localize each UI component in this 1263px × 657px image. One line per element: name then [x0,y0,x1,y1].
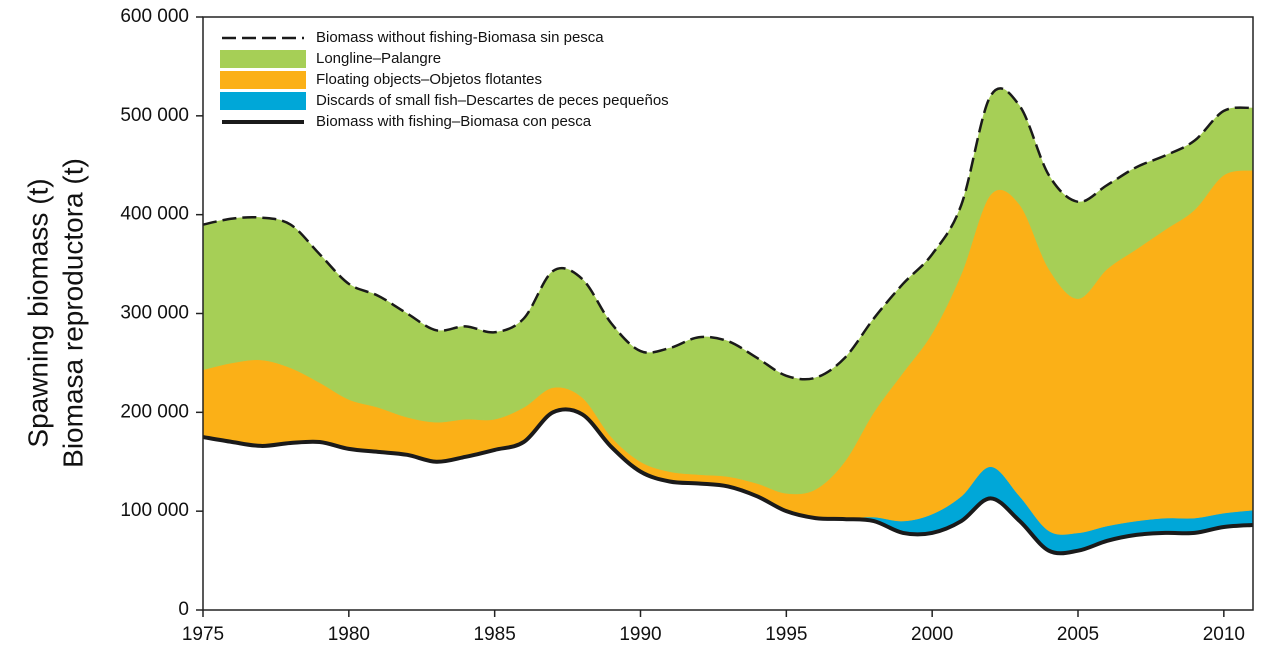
legend-swatch [220,92,306,110]
legend-label: Discards of small fish–Descartes de pece… [316,92,669,109]
y-tick-label: 500 000 [120,105,189,126]
legend-swatch [220,50,306,68]
legend-label: Longline–Palangre [316,50,441,67]
x-tick-label: 1995 [765,624,807,645]
legend-label: Biomass without fishing-Biomasa sin pesc… [316,29,604,46]
y-tick-label: 300 000 [120,303,189,324]
x-tick-label: 1980 [328,624,370,645]
y-tick-label: 100 000 [120,500,189,521]
line [202,407,1254,556]
y-tick-label: 600 000 [120,6,189,27]
x-tick-label: 2010 [1203,624,1245,645]
x-tick-label: 1985 [474,624,516,645]
legend-swatch [220,71,306,89]
y-tick-label: 400 000 [120,204,189,225]
y-tick-label: 200 000 [120,401,189,422]
areas [202,88,1254,554]
y-axis-label: Spawning biomass (t) [22,178,53,447]
x-tick-label: 1990 [619,624,661,645]
x-tick-label: 2005 [1057,624,1099,645]
legend-label: Floating objects–Objetos flotantes [316,71,542,88]
x-tick-label: 1975 [182,624,224,645]
y-axis-label: Biomasa reproductora (t) [57,158,88,468]
x-tick-label: 2000 [911,624,953,645]
y-tick-label: 0 [178,599,189,620]
legend-label: Biomass with fishing–Biomasa con pesca [316,113,592,130]
line [202,87,1254,381]
